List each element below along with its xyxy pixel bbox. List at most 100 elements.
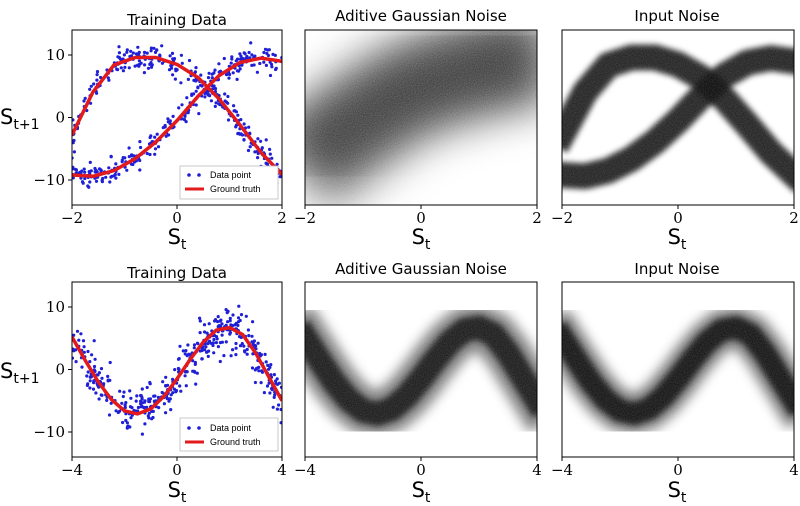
data-point — [88, 87, 92, 91]
data-point — [147, 399, 151, 404]
data-point — [136, 405, 140, 410]
data-point — [238, 318, 242, 323]
x-tick-label: 0 — [416, 209, 426, 227]
data-point — [157, 406, 161, 410]
legend-marker-data-point — [197, 173, 201, 177]
data-point — [128, 389, 132, 393]
data-point — [263, 47, 268, 51]
data-point — [232, 109, 236, 113]
data-point — [177, 357, 181, 361]
data-point — [177, 106, 181, 110]
data-point — [178, 384, 182, 388]
legend-marker-data-point — [187, 426, 191, 430]
data-point — [256, 137, 260, 141]
data-point — [238, 52, 242, 56]
panel-title: Training Data — [126, 11, 227, 29]
data-point — [264, 63, 268, 67]
data-point — [179, 81, 183, 85]
data-point — [220, 322, 224, 326]
data-point — [279, 421, 282, 425]
data-point — [105, 398, 109, 402]
density-image — [305, 30, 537, 205]
data-point — [247, 50, 251, 55]
data-point — [123, 403, 127, 407]
x-axis-label: St — [668, 478, 687, 506]
data-point — [219, 318, 223, 322]
data-point — [227, 76, 231, 80]
legend-label-data-point: Data point — [210, 423, 252, 433]
data-point — [192, 78, 196, 82]
data-point — [230, 324, 235, 328]
data-point — [121, 394, 125, 399]
y-axis-label: St+1 — [0, 359, 39, 387]
data-point — [113, 172, 117, 177]
data-point — [109, 175, 113, 179]
data-point — [240, 342, 244, 346]
data-point — [116, 68, 120, 72]
data-point — [83, 170, 87, 174]
data-point — [183, 374, 187, 378]
data-point — [88, 360, 92, 364]
data-point — [128, 405, 133, 409]
x-tick-label: 0 — [172, 461, 182, 479]
data-point — [209, 99, 213, 103]
data-point — [119, 66, 123, 70]
data-point — [186, 77, 190, 81]
data-point — [155, 132, 159, 136]
panel-title: Input Noise — [634, 7, 719, 25]
data-point — [212, 337, 216, 342]
data-point — [267, 48, 271, 52]
data-point — [123, 65, 127, 69]
data-point — [100, 376, 104, 380]
y-tick-label: 0 — [55, 361, 65, 379]
data-point — [249, 41, 253, 45]
data-point — [114, 409, 118, 413]
data-point — [187, 352, 191, 356]
data-point — [120, 160, 124, 164]
data-point — [244, 56, 248, 61]
data-point — [238, 344, 243, 348]
data-point — [236, 316, 241, 320]
data-point — [192, 343, 197, 347]
data-point — [262, 391, 266, 395]
data-point — [94, 391, 98, 395]
data-point — [130, 153, 134, 157]
x-axis-label: St — [168, 478, 187, 506]
data-point — [149, 49, 153, 53]
data-point — [197, 112, 201, 116]
data-point — [229, 61, 233, 65]
data-point — [194, 66, 198, 70]
data-point — [92, 339, 96, 343]
data-point — [242, 138, 246, 142]
x-tick-label: −2 — [294, 209, 316, 227]
data-point — [109, 154, 113, 158]
data-point — [145, 385, 149, 390]
panel-additive-noise-bottom: Aditive Gaussian Noise −4 0 4 St — [294, 260, 542, 506]
data-point — [260, 370, 264, 374]
data-point — [75, 329, 80, 333]
legend-box — [179, 417, 279, 452]
data-point — [129, 396, 133, 400]
data-point — [274, 67, 278, 72]
data-point — [246, 328, 250, 332]
data-point — [92, 82, 96, 86]
data-point — [275, 382, 280, 386]
data-point — [244, 314, 248, 318]
data-point — [72, 138, 76, 143]
y-tick-label: 10 — [46, 46, 65, 64]
data-point — [156, 145, 161, 149]
data-point — [164, 134, 168, 138]
data-point — [252, 339, 256, 343]
data-point — [145, 51, 149, 55]
data-point — [194, 103, 198, 107]
x-tick-label: −2 — [61, 209, 83, 227]
data-point — [273, 393, 277, 397]
data-point — [192, 346, 196, 350]
data-point — [99, 168, 103, 172]
data-point — [216, 325, 220, 329]
data-point — [242, 122, 246, 126]
data-point — [258, 61, 262, 66]
data-point — [216, 315, 220, 319]
data-point — [205, 331, 209, 335]
data-point — [153, 147, 158, 151]
